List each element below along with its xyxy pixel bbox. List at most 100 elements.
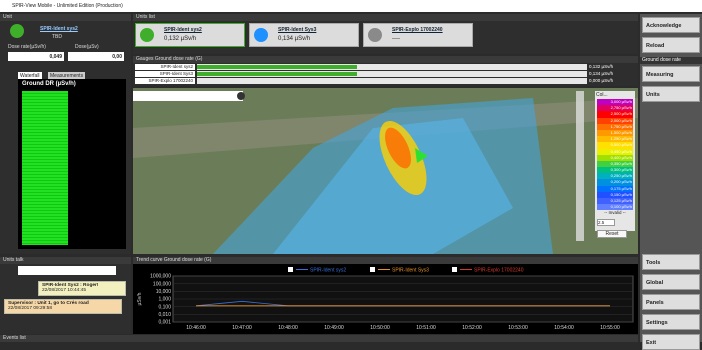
gauge-reading: 0,132 µSv/h [589, 64, 614, 69]
legend-item: 0,100 µSv/h [597, 204, 633, 211]
spinbox[interactable]: 2.5 [597, 219, 615, 227]
x-tick-label: 10:47:00 [232, 325, 252, 331]
gauge-reading: 0,000 µSv/h [589, 78, 614, 83]
y-axis-label: µSv/h [137, 292, 143, 305]
sidebar-button[interactable]: Exit [642, 334, 700, 350]
message-text: SPIR-Ident Sys2 : Roger! [42, 283, 99, 288]
unit-name[interactable]: SPIR-Ident sys2 [40, 26, 78, 32]
legend-label: SPIR-Explo 17002240 [474, 267, 524, 273]
unit-reading: ---- [392, 36, 400, 42]
legend-item: 1,750 µSv/h [597, 123, 633, 130]
x-tick-label: 10:49:00 [324, 325, 344, 331]
reset-button[interactable]: Reset [597, 230, 627, 239]
unit-card[interactable]: SPIR-Ident sys2 0,132 µSv/h [135, 23, 245, 47]
legend-item: 0,400 µSv/h [597, 154, 633, 161]
legend-item: 0,250 µSv/h [597, 173, 633, 180]
unit-dot [368, 28, 382, 42]
y-tick-label: 1000,000 [150, 274, 171, 280]
unit-dot [254, 28, 268, 42]
unit-card[interactable]: SPIR-Ident Sys3 0,134 µSv/h [249, 23, 359, 47]
map[interactable] [133, 88, 638, 254]
legend-item: 0,500 µSv/h [597, 142, 633, 149]
legend-item: 0,200 µSv/h [597, 179, 633, 186]
panel-title: Units list [133, 14, 638, 21]
y-tick-label: 100,000 [153, 281, 171, 287]
label: Dose rate(µSv/h) [8, 44, 46, 50]
panel-title: Unit [0, 14, 131, 21]
waterfall-fill [22, 91, 68, 245]
unit-reading: 0,134 µSv/h [278, 36, 311, 42]
gauge-fill [197, 72, 357, 76]
legend-label: SPIR-Ident Sys3 [392, 267, 429, 273]
x-tick-label: 10:51:00 [416, 325, 436, 331]
sidebar-section: Ground dose rate [640, 57, 702, 64]
sidebar-button[interactable]: Reload [642, 37, 700, 53]
message-text: Supervisor : Unit 1, go to Crés road [8, 301, 89, 306]
x-tick-label: 10:53:00 [508, 325, 528, 331]
x-tick-label: 10:55:00 [600, 325, 620, 331]
gauge-reading: 0,134 µSv/h [589, 71, 614, 76]
legend-item: 0,150 µSv/h [597, 191, 633, 198]
message: Supervisor : Unit 1, go to Crés road 22/0… [4, 299, 122, 314]
legend-item: 0,125 µSv/h [597, 198, 633, 205]
legend-label: SPIR-Ident sys2 [310, 267, 346, 273]
panel-title: Trend curve Ground dose rate (G) [133, 257, 638, 264]
waterfall: Ground DR (µSv/h) [18, 79, 126, 249]
value-box: 0,00 [68, 52, 124, 61]
sidebar-button[interactable]: Settings [642, 314, 700, 330]
message-input[interactable] [18, 266, 116, 275]
sidebar-button[interactable]: Tools [642, 254, 700, 270]
trend-panel: Trend curve Ground dose rate (G) µSv/h 10… [133, 257, 638, 334]
legend-item: 2,500 µSv/h [597, 111, 633, 118]
x-tick-label: 10:46:00 [186, 325, 206, 331]
mode-button[interactable]: Units [642, 86, 700, 102]
x-tick-label: 10:50:00 [370, 325, 390, 331]
gauge-name: SPIR-Ident sys2 [135, 64, 195, 70]
units-list-panel: Units list SPIR-Ident sys2 0,132 µSv/h SPI… [133, 14, 638, 54]
gauge-name: SPIR-Explo 17002240 [135, 78, 195, 84]
unit-dot [140, 28, 154, 42]
value-box: 0,049 [8, 52, 64, 61]
waterfall-title: Ground DR (µSv/h) [22, 81, 76, 87]
panel-title: Gauges Ground dose rate (G) [133, 56, 638, 63]
label: Dose(µSv) [75, 44, 99, 50]
legend-title: Col... [596, 92, 608, 98]
tab[interactable]: Waterfall [18, 72, 42, 80]
gauges-panel: Gauges Ground dose rate (G) SPIR-Ident s… [133, 56, 638, 86]
events-list-title: Events list [0, 335, 638, 342]
legend-item: 2,000 µSv/h [597, 117, 633, 124]
legend-item: 0,450 µSv/h [597, 148, 633, 155]
window-title: SPIR-View Mobile - Unlimited Edition (Pr… [0, 0, 702, 12]
color-legend: Col... 3,000 µSv/h 2,750 µSv/h 2,500 µSv/h… [595, 91, 635, 239]
legend-item: 0,175 µSv/h [597, 185, 633, 192]
legend-item: 1,500 µSv/h [597, 129, 633, 137]
legend-item: 3,000 µSv/h [597, 99, 633, 106]
message-time: 22/08/2017 09:29:58 [8, 306, 53, 311]
panel-title: Units talk [0, 257, 131, 264]
unit-name: SPIR-Explo 17002240 [392, 27, 443, 33]
gauge-bar [197, 71, 587, 77]
unit-name: SPIR-Ident Sys3 [278, 27, 317, 33]
gauge-bar [197, 64, 587, 70]
y-tick-label: 1,000 [158, 297, 171, 303]
tab[interactable]: Measurements [48, 72, 86, 80]
mode-button[interactable]: Measuring [642, 66, 700, 82]
legend-checkbox [452, 267, 457, 272]
legend-checkbox [370, 267, 375, 272]
legend-item: 0,300 µSv/h [597, 167, 633, 174]
legend-checkbox [288, 267, 293, 272]
message-time: 22/08/2017 10:44:45 [42, 288, 87, 293]
gauge-bar [197, 78, 587, 84]
unit-reading: 0,132 µSv/h [164, 36, 197, 42]
sidebar-button[interactable]: Acknowledge [642, 17, 700, 33]
sidebar-button[interactable]: Panels [642, 294, 700, 310]
unit-status: TBD [52, 34, 62, 40]
unit-card[interactable]: SPIR-Explo 17002240 ---- [363, 23, 473, 47]
sidebar-button[interactable]: Global [642, 274, 700, 290]
unit-panel: Unit SPIR-Ident sys2 TBD Dose rate(µSv/h… [0, 14, 131, 254]
legend-item: 2,750 µSv/h [597, 105, 633, 112]
unit-status-dot [10, 24, 24, 38]
legend-item: 0,350 µSv/h [597, 160, 633, 168]
sidebar: Acknowledge Reload Ground dose rate Measuri… [640, 14, 702, 350]
